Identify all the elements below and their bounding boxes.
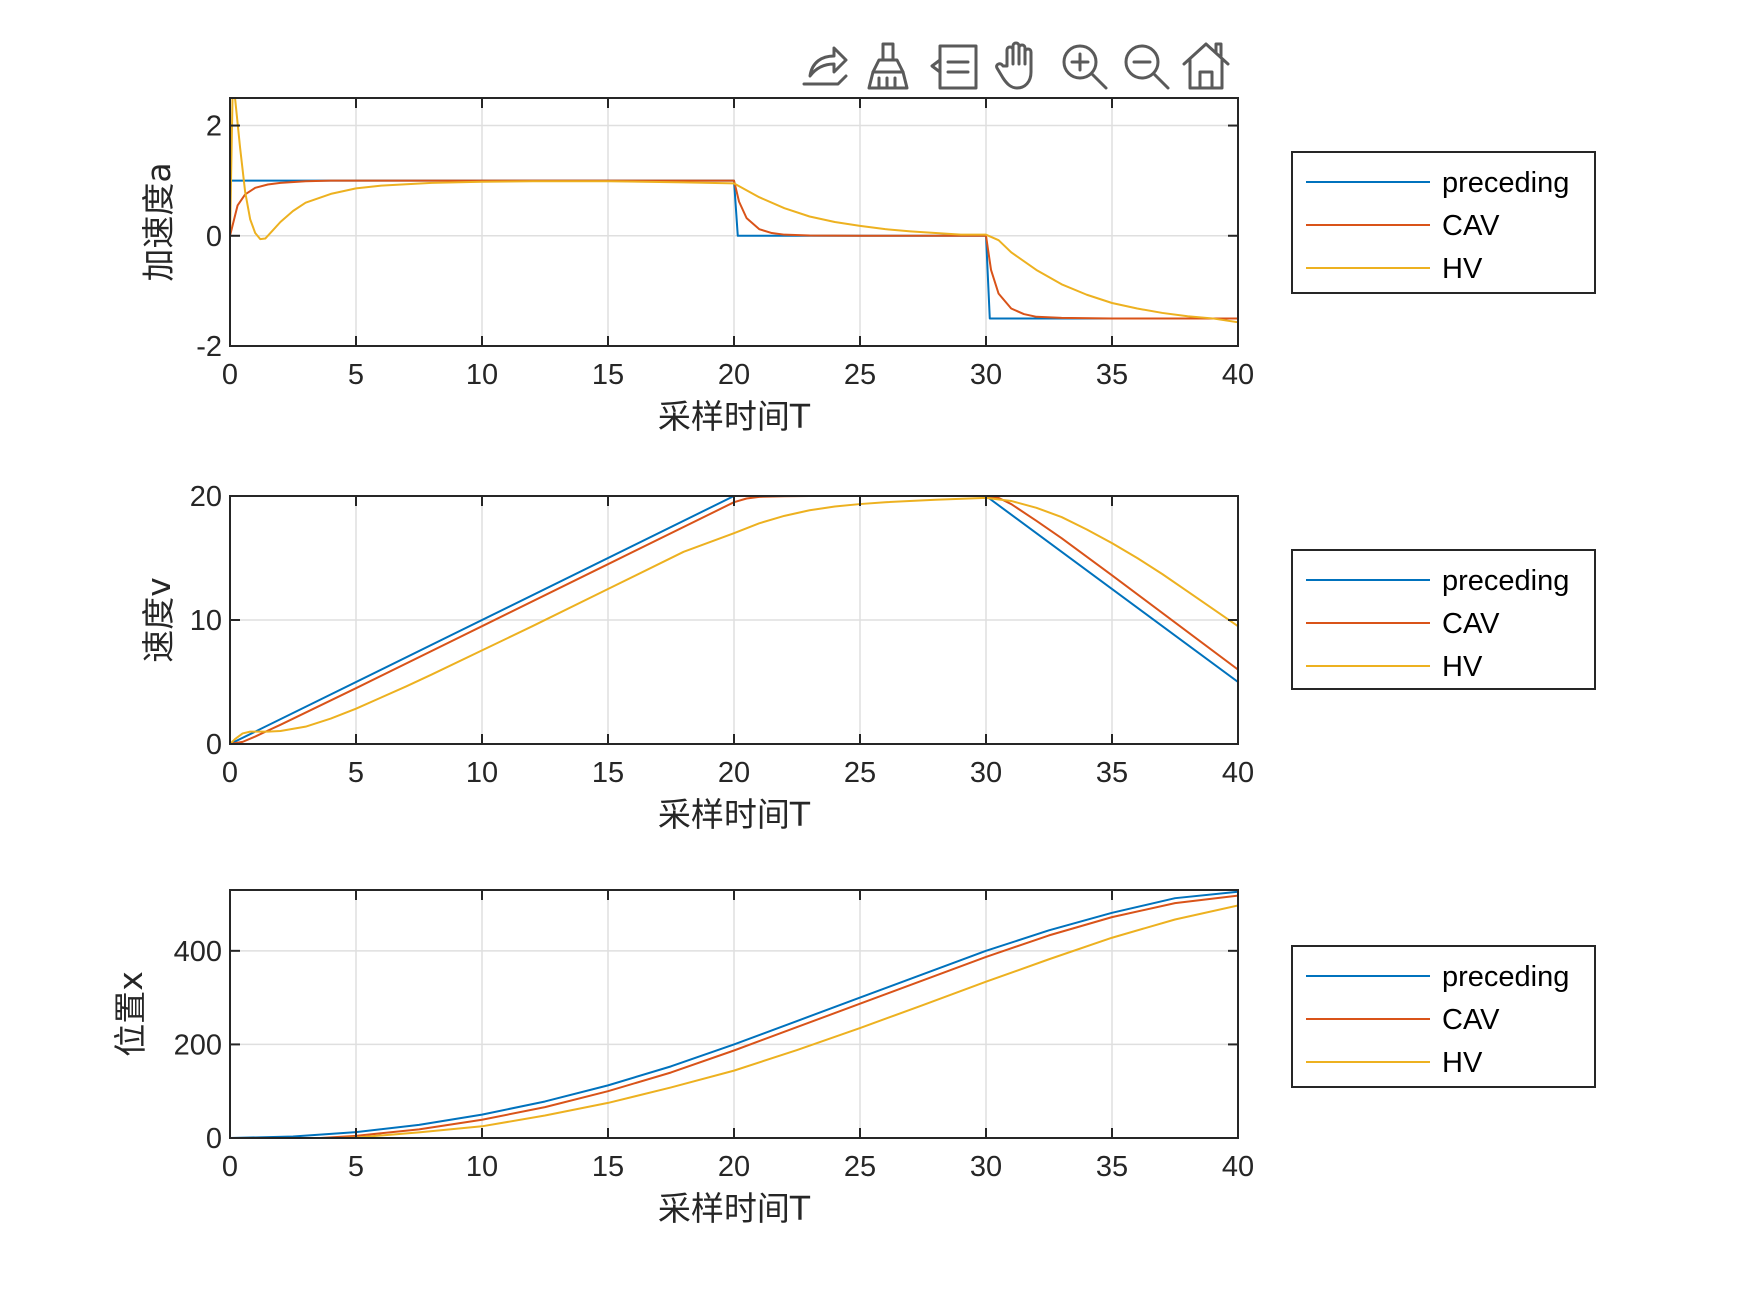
x-tick-label: 25 bbox=[844, 757, 876, 789]
axes-toolbar bbox=[802, 41, 1230, 90]
zoom-out-icon[interactable] bbox=[1124, 44, 1170, 90]
x-tick-label: 35 bbox=[1096, 1151, 1128, 1183]
x-tick-label: 0 bbox=[222, 757, 238, 789]
legend-label: HV bbox=[1442, 651, 1483, 683]
x-tick-label: 20 bbox=[718, 757, 750, 789]
x-tick-label: 10 bbox=[466, 359, 498, 391]
x-tick-label: 0 bbox=[222, 359, 238, 391]
legend-label: CAV bbox=[1442, 608, 1500, 640]
series-line-hv bbox=[230, 496, 1238, 744]
y-tick-label: -2 bbox=[196, 331, 222, 363]
x-tick-label: 10 bbox=[466, 757, 498, 789]
y-tick-label: 20 bbox=[190, 481, 222, 513]
home-icon[interactable] bbox=[1182, 42, 1230, 90]
series-line-hv bbox=[306, 904, 1238, 1138]
x-tick-label: 30 bbox=[970, 757, 1002, 789]
legend-label: HV bbox=[1442, 1047, 1483, 1079]
legend[interactable]: preceding CAV HV bbox=[1291, 945, 1596, 1088]
x-tick-label: 35 bbox=[1096, 359, 1128, 391]
x-tick-label: 35 bbox=[1096, 757, 1128, 789]
x-tick-label: 20 bbox=[718, 359, 750, 391]
series-line-cav bbox=[303, 894, 1238, 1138]
x-tick-label: 40 bbox=[1222, 757, 1254, 789]
x-tick-label: 40 bbox=[1222, 359, 1254, 391]
legend-label: HV bbox=[1442, 253, 1483, 285]
zoom-in-icon[interactable] bbox=[1062, 44, 1108, 90]
y-tick-label: 10 bbox=[190, 605, 222, 637]
y-tick-label: 0 bbox=[206, 221, 222, 253]
x-tick-label: 15 bbox=[592, 359, 624, 391]
x-axis-label: 采样时间T bbox=[658, 397, 811, 436]
series-line-cav bbox=[230, 179, 1238, 320]
x-tick-label: 15 bbox=[592, 1151, 624, 1183]
y-tick-label: 200 bbox=[174, 1029, 222, 1061]
y-tick-label: 400 bbox=[174, 936, 222, 968]
x-tick-label: 25 bbox=[844, 1151, 876, 1183]
series-line-preceding bbox=[230, 890, 1238, 1138]
legend-box bbox=[1291, 945, 1596, 1088]
series-line-preceding bbox=[230, 496, 1238, 744]
x-tick-label: 0 bbox=[222, 1151, 238, 1183]
brush-icon[interactable] bbox=[867, 42, 909, 90]
legend-label: CAV bbox=[1442, 210, 1500, 242]
legend[interactable]: preceding CAV HV bbox=[1291, 151, 1596, 294]
series-line-hv bbox=[230, 98, 1238, 324]
legend-label: preceding bbox=[1442, 961, 1569, 993]
x-axis-label: 采样时间T bbox=[658, 795, 811, 834]
pan-icon[interactable] bbox=[995, 41, 1033, 90]
x-tick-label: 5 bbox=[348, 757, 364, 789]
x-axis-label: 采样时间T bbox=[658, 1189, 811, 1228]
x-tick-label: 10 bbox=[466, 1151, 498, 1183]
x-tick-label: 30 bbox=[970, 1151, 1002, 1183]
export-icon[interactable] bbox=[802, 46, 848, 86]
legend-label: CAV bbox=[1442, 1004, 1500, 1036]
y-axis-label: 速度v bbox=[139, 577, 178, 663]
x-tick-label: 5 bbox=[348, 1151, 364, 1183]
x-tick-label: 25 bbox=[844, 359, 876, 391]
legend-box bbox=[1291, 151, 1596, 294]
y-tick-label: 0 bbox=[206, 1123, 222, 1155]
x-tick-label: 20 bbox=[718, 1151, 750, 1183]
x-tick-label: 30 bbox=[970, 359, 1002, 391]
y-axis-label: 加速度a bbox=[139, 162, 178, 281]
legend[interactable]: preceding CAV HV bbox=[1291, 549, 1596, 690]
y-tick-label: 0 bbox=[206, 729, 222, 761]
x-tick-label: 5 bbox=[348, 359, 364, 391]
legend-label: preceding bbox=[1442, 565, 1569, 597]
legend-label: preceding bbox=[1442, 167, 1569, 199]
y-axis-label: 位置x bbox=[111, 971, 150, 1057]
datatip-icon[interactable] bbox=[930, 44, 978, 90]
x-tick-label: 15 bbox=[592, 757, 624, 789]
y-tick-label: 2 bbox=[206, 111, 222, 143]
x-tick-label: 40 bbox=[1222, 1151, 1254, 1183]
subplot-2: 0 5 10 15 20 25 30 35 40 0 10 20 采样时间T 速度v preceding CA… bbox=[139, 481, 1596, 834]
